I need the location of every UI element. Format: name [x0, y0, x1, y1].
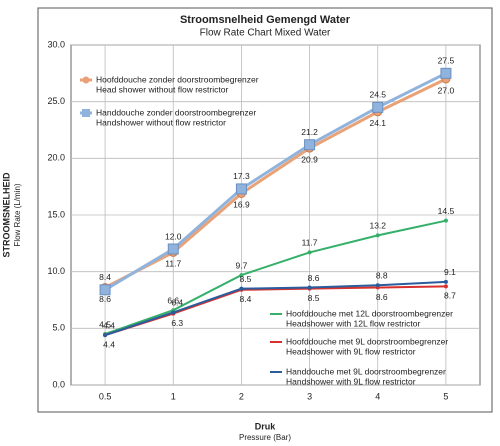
data-label: 20.9 [301, 154, 318, 164]
chart-subtitle: Flow Rate Chart Mixed Water [200, 28, 331, 39]
data-label: 14.5 [438, 206, 455, 216]
data-label: 4.4 [103, 320, 115, 330]
x-tick-label: 3 [307, 391, 312, 401]
legend-sublabel: Handshower with 9L flow restrictor [286, 376, 416, 386]
data-label: 8.8 [376, 271, 388, 281]
data-label: 11.7 [302, 238, 318, 248]
data-point [307, 250, 312, 255]
y-tick-label: 20.0 [47, 153, 65, 163]
series-line [104, 280, 446, 337]
data-label: 9.7 [236, 260, 248, 270]
x-tick-label: 2 [239, 391, 244, 401]
data-label: 8.5 [240, 274, 252, 284]
data-label: 11.7 [165, 259, 181, 269]
y-tick-label: 30.0 [47, 39, 65, 49]
chart-frame [37, 7, 493, 413]
data-label: 9.1 [444, 267, 456, 277]
data-label: 17.3 [233, 171, 250, 181]
y-tick-label: 25.0 [47, 96, 65, 106]
data-point [171, 310, 176, 315]
data-point [307, 285, 312, 290]
data-point [443, 218, 448, 223]
legend-swatch [82, 76, 90, 84]
x-axis-subtitle: Pressure (Bar) [239, 433, 291, 442]
data-label: 6.4 [171, 298, 183, 308]
data-point [235, 183, 247, 195]
legend-label: Handdouche met 9L doorstroombegrenzer [286, 366, 446, 376]
legend-label: Hoofddouche met 9L doorstroombegrenzer [286, 336, 448, 346]
legend-sublabel: Head shower without flow restrictor [96, 84, 228, 94]
data-label: 8.7 [444, 291, 456, 301]
legend-sublabel: Handshower without flow restrictor [96, 117, 226, 127]
data-point [375, 283, 380, 288]
legend-label: Hoofddouche zonder doorstroombegrenzer [96, 74, 259, 84]
data-label: 21.2 [301, 127, 318, 137]
series-line [104, 71, 447, 292]
data-label: 6.3 [171, 318, 183, 328]
data-point [103, 333, 108, 338]
data-point [440, 67, 452, 79]
data-label: 8.6 [376, 292, 388, 302]
x-tick-label: 1 [171, 391, 176, 401]
data-label: 4.4 [103, 339, 115, 349]
data-point [443, 279, 448, 284]
data-point [443, 284, 448, 289]
data-point [372, 101, 384, 113]
data-label: 4.5 [99, 319, 111, 329]
data-label: 27.0 [438, 85, 455, 95]
data-point [99, 284, 111, 296]
legend-label: Handdouche zonder doorstroombegrenzer [96, 107, 256, 117]
data-label: 8.6 [308, 273, 320, 283]
series-line [104, 77, 447, 289]
x-tick-label: 0.5 [99, 391, 112, 401]
y-tick-label: 10.0 [47, 266, 65, 276]
legend-sublabel: Headshower with 12L flow restrictor [286, 318, 420, 328]
data-label: 8.6 [99, 294, 111, 304]
data-label: 8.4 [99, 272, 111, 282]
legend-sublabel: Headshower with 9L flow restrictor [286, 346, 416, 356]
data-label: 8.5 [308, 293, 320, 303]
x-tick-label: 5 [443, 391, 448, 401]
legend-swatch [82, 109, 90, 117]
chart-title: Stroomsnelheid Gemengd Water [180, 14, 351, 26]
data-point [239, 286, 244, 291]
y-axis-subtitle: Flow Rate (L/min) [13, 183, 22, 246]
data-point [239, 273, 244, 278]
data-label: 24.1 [369, 118, 386, 128]
data-point [167, 243, 179, 255]
data-label: 27.5 [438, 56, 455, 66]
y-axis-title: STROOMSNELHEID [1, 172, 11, 258]
x-tick-label: 4 [375, 391, 380, 401]
legend-label: Hoofddouche met 12L doorstroombegrenzer [286, 308, 453, 318]
data-label: 12.0 [165, 231, 182, 241]
y-tick-label: 5.0 [52, 323, 65, 333]
data-label: 24.5 [369, 90, 386, 100]
x-axis-title: Druk [255, 421, 276, 431]
y-tick-label: 0.0 [52, 379, 65, 389]
y-tick-label: 15.0 [47, 209, 65, 219]
data-point [304, 139, 316, 151]
data-label: 16.9 [233, 200, 250, 210]
data-label: 13.2 [369, 221, 386, 231]
series-line [104, 219, 447, 335]
data-point [375, 233, 380, 238]
data-label: 6.6 [167, 295, 179, 305]
data-label: 8.4 [240, 294, 252, 304]
